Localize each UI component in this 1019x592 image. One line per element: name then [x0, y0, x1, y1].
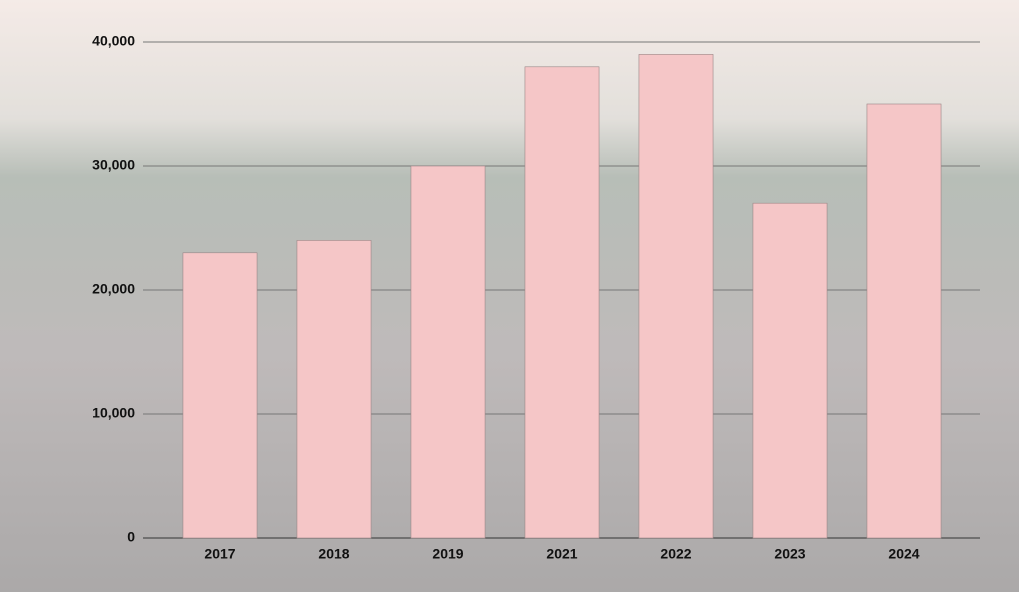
x-tick-label: 2018	[318, 546, 349, 562]
bar	[183, 253, 257, 538]
x-tick-label: 2024	[888, 546, 919, 562]
page: 0 10,000 20,000 30,000 40,000 2017 2018 2019 202…	[0, 0, 1019, 592]
x-tick-label: 2017	[204, 546, 235, 562]
x-tick-label: 2023	[774, 546, 805, 562]
bar	[411, 166, 485, 538]
y-tick-label: 30,000	[92, 157, 135, 173]
y-tick-label: 0	[127, 529, 135, 545]
bar	[753, 203, 827, 538]
bar	[297, 240, 371, 538]
bar	[867, 104, 941, 538]
x-tick-label: 2019	[432, 546, 463, 562]
chart: 0 10,000 20,000 30,000 40,000 2017 2018 2019 202…	[0, 0, 1019, 592]
x-tick-label: 2022	[660, 546, 691, 562]
y-tick-label: 10,000	[92, 405, 135, 421]
y-tick-label: 20,000	[92, 281, 135, 297]
x-tick-label: 2021	[546, 546, 577, 562]
y-tick-label: 40,000	[92, 33, 135, 49]
bar	[525, 67, 599, 538]
background-veil	[0, 0, 1019, 592]
bar	[639, 54, 713, 538]
